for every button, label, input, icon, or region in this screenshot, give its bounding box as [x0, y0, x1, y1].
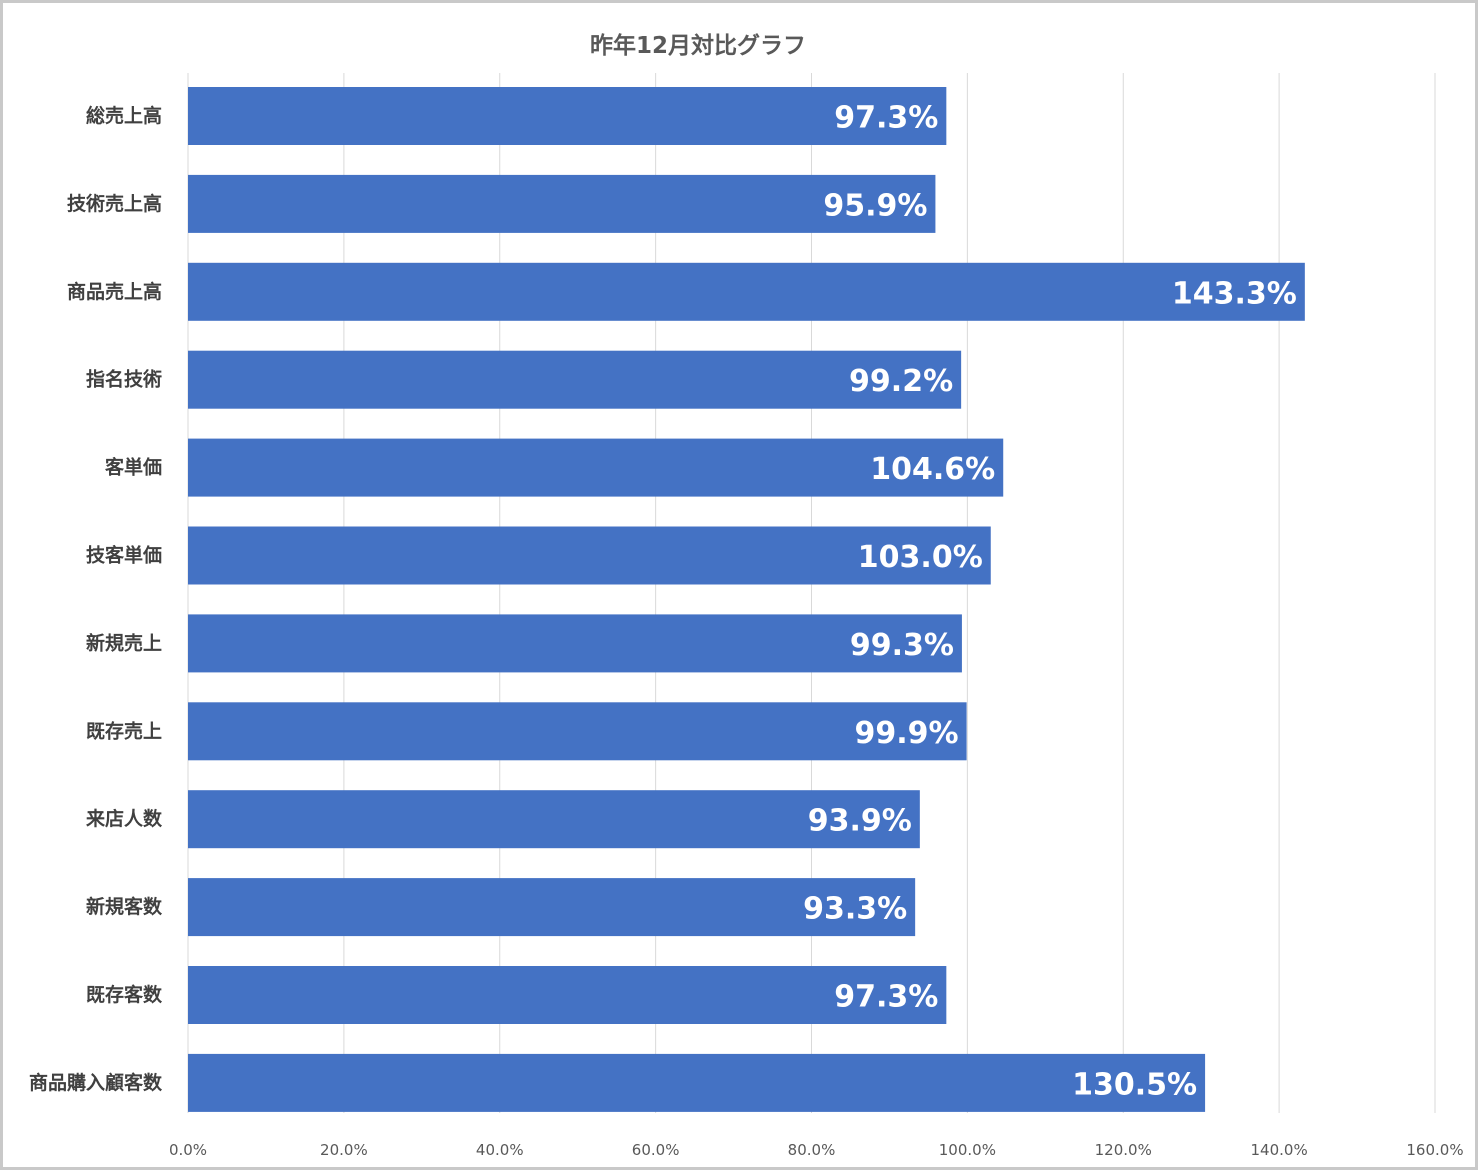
data-label: 103.0%: [858, 540, 983, 575]
x-tick-label: 40.0%: [476, 1141, 524, 1159]
category-label: 技客単価: [86, 544, 162, 567]
x-tick-label: 120.0%: [1095, 1141, 1152, 1159]
category-label: 技術売上高: [67, 192, 162, 215]
data-label: 97.3%: [834, 101, 938, 136]
x-tick-label: 140.0%: [1251, 1141, 1308, 1159]
x-axis-ticks: 0.0% 20.0% 40.0% 60.0% 80.0% 100.0% 120.0% 140.…: [169, 1141, 1464, 1159]
data-label: 99.2%: [849, 364, 953, 399]
bar: [188, 966, 947, 1024]
bar-chart: 昨年12月対比グラフ 0.0% 20.0% 40.0% 60.0% 80.0% 100.0…: [29, 32, 1464, 1159]
category-labels: 総売上高技術売上高商品売上高指名技術客単価技客単価新規売上既存売上来店人数新規客…: [29, 104, 163, 1094]
x-tick-label: 100.0%: [939, 1141, 996, 1159]
bar: [188, 614, 962, 673]
data-label: 99.9%: [855, 716, 959, 751]
bar: [188, 438, 1004, 497]
bar: [188, 262, 1305, 321]
chart-title: 昨年12月対比グラフ: [590, 32, 806, 59]
data-label: 130.5%: [1072, 1067, 1197, 1102]
category-label: 総売上高: [86, 104, 162, 127]
bar: [188, 702, 967, 761]
x-tick-label: 60.0%: [632, 1141, 680, 1159]
category-label: 指名技術: [86, 368, 162, 391]
data-label: 143.3%: [1172, 276, 1297, 311]
gridlines: [187, 73, 1436, 1113]
category-label: 商品購入顧客数: [29, 1071, 163, 1094]
bars: [188, 87, 1305, 1112]
data-label: 93.3%: [803, 892, 907, 927]
data-labels: 97.3% 95.9% 143.3% 99.2% 104.6% 103.0% 99.3% 99…: [803, 101, 1297, 1103]
x-tick-label: 80.0%: [788, 1141, 836, 1159]
data-label: 99.3%: [850, 628, 954, 663]
category-label: 商品売上高: [67, 280, 162, 303]
category-label: 新規売上: [86, 631, 162, 654]
bar: [188, 174, 936, 233]
data-label: 97.3%: [834, 980, 938, 1015]
category-label: 新規客数: [86, 895, 163, 918]
bar: [188, 350, 962, 409]
bar: [188, 526, 991, 585]
x-tick-label: 160.0%: [1406, 1141, 1463, 1159]
category-label: 既存売上: [86, 719, 162, 742]
data-label: 95.9%: [823, 188, 927, 223]
bar: [188, 878, 916, 937]
x-tick-label: 20.0%: [320, 1141, 368, 1159]
data-label: 93.9%: [808, 804, 912, 839]
x-tick-label: 0.0%: [169, 1141, 207, 1159]
bar: [188, 87, 947, 145]
data-label: 104.6%: [870, 452, 995, 487]
bar: [188, 1053, 1206, 1112]
bar: [188, 790, 920, 849]
category-label: 来店人数: [86, 807, 163, 830]
category-label: 既存客数: [86, 983, 163, 1006]
category-label: 客単価: [105, 456, 162, 479]
